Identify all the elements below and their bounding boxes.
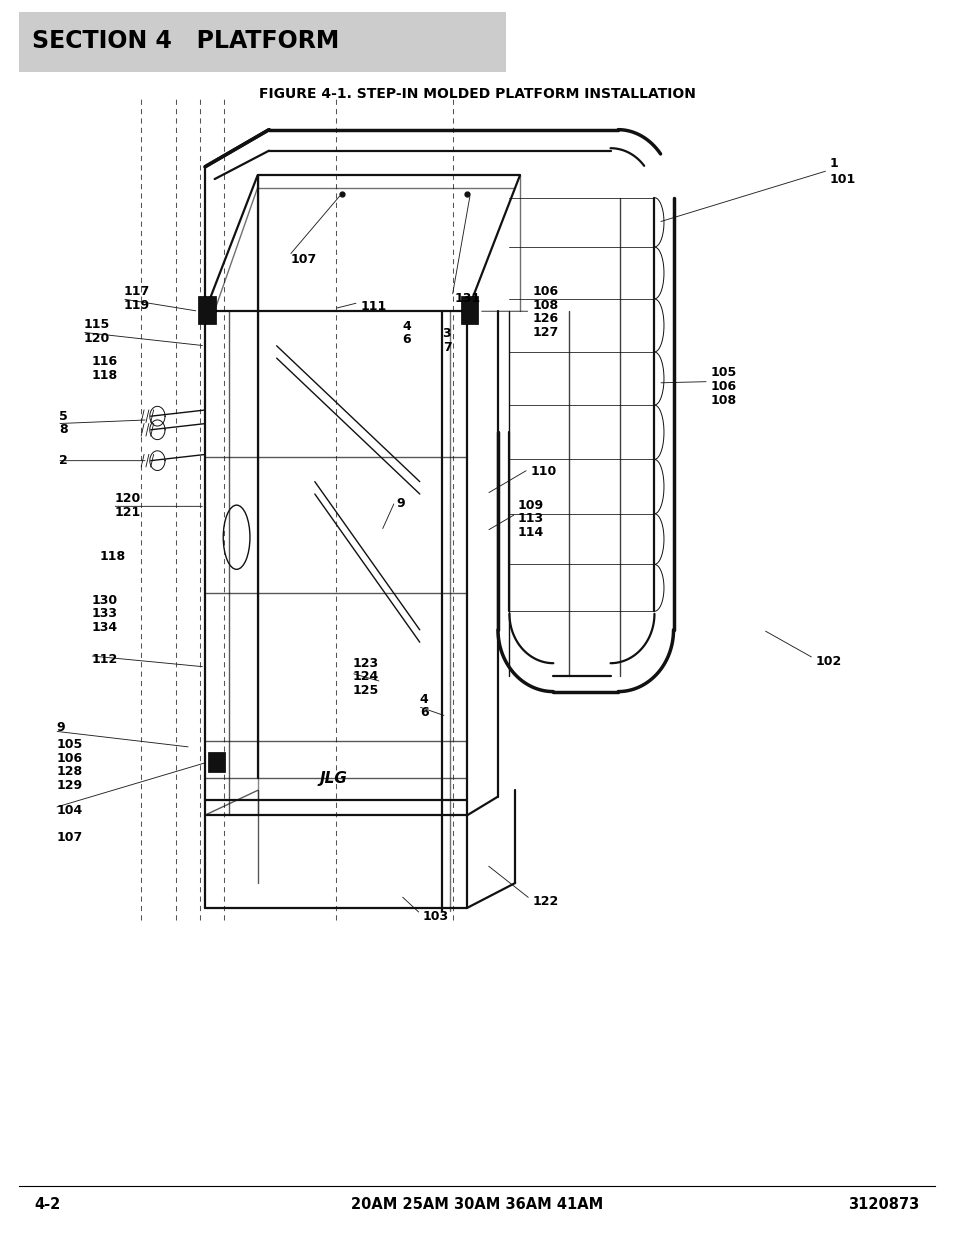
Text: 9: 9 — [396, 498, 405, 510]
Text: 120: 120 — [84, 332, 111, 345]
Text: 2: 2 — [59, 454, 68, 467]
Text: 125: 125 — [353, 684, 379, 697]
Text: 102: 102 — [815, 656, 841, 668]
Text: 133: 133 — [91, 608, 117, 620]
Text: 129: 129 — [56, 779, 82, 792]
Text: 3120873: 3120873 — [847, 1197, 919, 1212]
Text: 118: 118 — [99, 551, 125, 563]
Text: 6: 6 — [402, 333, 411, 346]
Bar — [460, 296, 477, 324]
Text: 131: 131 — [454, 293, 479, 305]
Text: 120: 120 — [114, 493, 141, 505]
Text: 7: 7 — [442, 341, 451, 353]
Text: 118: 118 — [91, 369, 117, 382]
Text: 8: 8 — [59, 424, 68, 436]
Text: 4: 4 — [419, 693, 428, 705]
Text: 105: 105 — [56, 739, 83, 751]
Text: 106: 106 — [532, 285, 558, 298]
Text: 115: 115 — [84, 319, 111, 331]
Text: 116: 116 — [91, 356, 117, 368]
Text: 113: 113 — [517, 513, 543, 525]
Text: 134: 134 — [91, 621, 117, 634]
Text: 126: 126 — [532, 312, 558, 325]
Text: 104: 104 — [56, 804, 83, 816]
Text: 107: 107 — [291, 253, 317, 266]
Text: 4: 4 — [402, 320, 411, 332]
Text: 108: 108 — [532, 299, 558, 311]
Text: 123: 123 — [353, 657, 378, 669]
Text: 130: 130 — [91, 594, 117, 606]
Text: 3: 3 — [442, 327, 451, 340]
Text: 110: 110 — [530, 466, 557, 478]
Text: SECTION 4   PLATFORM: SECTION 4 PLATFORM — [32, 28, 339, 53]
Text: 121: 121 — [114, 506, 141, 519]
Text: JLG: JLG — [319, 771, 348, 785]
Text: 108: 108 — [710, 394, 736, 406]
Text: 106: 106 — [710, 380, 736, 393]
Text: 119: 119 — [124, 299, 150, 311]
Text: 101: 101 — [829, 173, 856, 185]
Text: 127: 127 — [532, 326, 558, 338]
Text: 103: 103 — [422, 910, 448, 923]
Bar — [208, 752, 225, 772]
Text: 112: 112 — [91, 653, 118, 666]
Text: 20AM 25AM 30AM 36AM 41AM: 20AM 25AM 30AM 36AM 41AM — [351, 1197, 602, 1212]
Text: 5: 5 — [59, 410, 68, 422]
Text: 111: 111 — [360, 300, 387, 312]
Text: 4-2: 4-2 — [34, 1197, 61, 1212]
Text: 122: 122 — [532, 895, 558, 908]
Text: 124: 124 — [353, 671, 379, 683]
Text: 117: 117 — [124, 285, 151, 298]
Text: 107: 107 — [56, 831, 83, 844]
FancyBboxPatch shape — [19, 12, 505, 72]
Text: 114: 114 — [517, 526, 544, 538]
Bar — [198, 296, 215, 324]
Text: 128: 128 — [56, 766, 82, 778]
Text: FIGURE 4-1. STEP-IN MOLDED PLATFORM INSTALLATION: FIGURE 4-1. STEP-IN MOLDED PLATFORM INST… — [258, 86, 695, 101]
Text: 6: 6 — [419, 706, 428, 719]
Text: 109: 109 — [517, 499, 543, 511]
Text: 106: 106 — [56, 752, 82, 764]
Text: 1: 1 — [829, 157, 838, 169]
Text: 9: 9 — [56, 721, 65, 734]
Text: 105: 105 — [710, 367, 737, 379]
